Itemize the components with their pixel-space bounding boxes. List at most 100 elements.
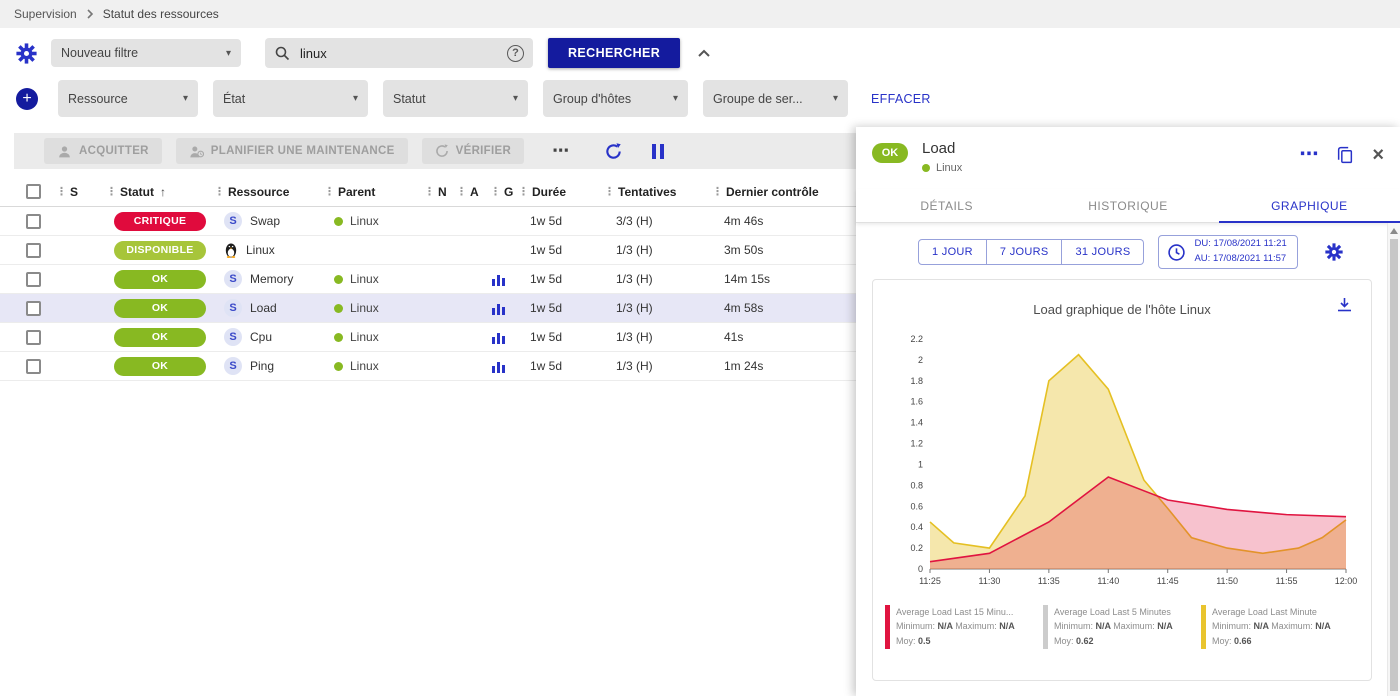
row-checkbox[interactable] — [26, 330, 41, 345]
status-cell: CRITIQUE — [106, 207, 214, 235]
criteria-status-select[interactable]: Statut ▾ — [383, 80, 528, 117]
detail-more-icon[interactable]: ⋯ — [1299, 150, 1318, 160]
service-icon: S — [224, 212, 242, 230]
column-header-s[interactable]: ⋮S — [56, 185, 106, 199]
legend-item[interactable]: Average Load Last MinuteMinimum: N/A Max… — [1201, 605, 1359, 649]
more-actions-icon[interactable]: ⋯ — [544, 141, 577, 161]
search-button[interactable]: RECHERCHER — [548, 38, 680, 68]
panel-scrollbar[interactable] — [1387, 223, 1400, 696]
table-row[interactable]: OKSLoadLinux1w 5d1/3 (H)4m 58s — [0, 294, 856, 323]
select-all-checkbox[interactable] — [26, 184, 41, 199]
column-header-dernier-contr-le[interactable]: ⋮Dernier contrôle — [712, 185, 856, 199]
resource-list-panel: ACQUITTER PLANIFIER UNE MAINTENANCE VÉRI… — [0, 127, 856, 696]
notes-cell — [424, 352, 456, 380]
load-chart[interactable]: 00.20.40.60.811.21.41.61.822.211:2511:30… — [884, 329, 1360, 601]
status-badge: DISPONIBLE — [114, 241, 206, 260]
column-menu-icon[interactable]: ⋮ — [604, 185, 615, 198]
clear-filters-button[interactable]: EFFACER — [871, 92, 931, 106]
column-header-statut[interactable]: ⋮Statut↑ — [106, 185, 214, 199]
range-7days-button[interactable]: 7 JOURS — [987, 239, 1063, 265]
duration-cell: 1w 5d — [518, 236, 604, 264]
table-row[interactable]: CRITIQUESSwapLinux1w 5d3/3 (H)4m 46s — [0, 207, 856, 236]
range-31days-button[interactable]: 31 JOURS — [1062, 239, 1144, 265]
table-row[interactable]: OKSMemoryLinux1w 5d1/3 (H)14m 15s — [0, 265, 856, 294]
row-checkbox[interactable] — [26, 359, 41, 374]
saved-filter-value: Nouveau filtre — [61, 46, 138, 60]
legend-item[interactable]: Average Load Last 5 MinutesMinimum: N/A … — [1043, 605, 1201, 649]
help-icon[interactable]: ? — [507, 45, 524, 62]
column-menu-icon[interactable]: ⋮ — [324, 185, 335, 198]
parent-status-dot-icon — [334, 217, 343, 226]
column-header-a[interactable]: ⋮A — [456, 185, 490, 199]
column-header-g[interactable]: ⋮G — [490, 185, 518, 199]
severity-cell — [56, 236, 106, 264]
acknowledge-button[interactable]: ACQUITTER — [44, 138, 162, 164]
row-checkbox[interactable] — [26, 301, 41, 316]
column-menu-icon[interactable]: ⋮ — [456, 185, 467, 198]
breadcrumb-chevron-icon — [86, 9, 94, 19]
column-menu-icon[interactable]: ⋮ — [490, 185, 501, 198]
pause-icon[interactable] — [652, 144, 664, 159]
graph-icon[interactable] — [492, 302, 505, 315]
scrollbar-thumb[interactable] — [1390, 239, 1398, 691]
search-input[interactable] — [298, 45, 507, 62]
svg-text:1.2: 1.2 — [910, 439, 923, 449]
search-box[interactable]: ? — [265, 38, 533, 68]
scroll-up-icon[interactable] — [1390, 228, 1398, 234]
filter-settings-gear-icon[interactable] — [16, 43, 37, 64]
close-panel-icon[interactable]: × — [1372, 147, 1384, 163]
download-icon[interactable] — [1336, 296, 1353, 313]
legend-item[interactable]: Average Load Last 15 Minu...Minimum: N/A… — [885, 605, 1043, 649]
graph-settings-gear-icon[interactable] — [1325, 243, 1343, 261]
criteria-hostgroup-select[interactable]: Group d'hôtes ▾ — [543, 80, 688, 117]
resource-name: Cpu — [250, 330, 272, 344]
column-header-n[interactable]: ⋮N — [424, 185, 456, 199]
copy-link-icon[interactable] — [1337, 146, 1353, 164]
sort-asc-icon[interactable]: ↑ — [160, 185, 166, 199]
graph-icon[interactable] — [492, 331, 505, 344]
parent-cell: Linux — [324, 265, 424, 293]
custom-period-box[interactable]: DU: 17/08/2021 11:21 AU: 17/08/2021 11:5… — [1158, 235, 1297, 269]
tab-details[interactable]: DÉTAILS — [856, 189, 1037, 222]
column-menu-icon[interactable]: ⋮ — [518, 185, 529, 198]
column-header-dur-e[interactable]: ⋮Durée — [518, 185, 604, 199]
breadcrumb-supervision[interactable]: Supervision — [14, 7, 77, 21]
column-menu-icon[interactable]: ⋮ — [56, 185, 67, 198]
table-row[interactable]: OKSCpuLinux1w 5d1/3 (H)41s — [0, 323, 856, 352]
check-button[interactable]: VÉRIFIER — [422, 138, 524, 164]
table-row[interactable]: OKSPingLinux1w 5d1/3 (H)1m 24s — [0, 352, 856, 381]
range-1day-button[interactable]: 1 JOUR — [918, 239, 987, 265]
tab-graphique[interactable]: GRAPHIQUE — [1219, 189, 1400, 222]
column-header-parent[interactable]: ⋮Parent — [324, 185, 424, 199]
resource-cell: SMemory — [214, 265, 324, 293]
last-check-cell: 1m 24s — [712, 352, 856, 380]
collapse-filters-icon[interactable] — [697, 49, 711, 58]
detail-title: Load — [922, 140, 962, 157]
column-menu-icon[interactable]: ⋮ — [424, 185, 435, 198]
legend-series-name: Average Load Last 15 Minu... — [896, 605, 1015, 619]
column-menu-icon[interactable]: ⋮ — [214, 185, 225, 198]
tries-cell: 1/3 (H) — [604, 236, 712, 264]
graph-icon[interactable] — [492, 360, 505, 373]
graph-icon[interactable] — [492, 273, 505, 286]
column-label: N — [438, 185, 447, 199]
row-checkbox[interactable] — [26, 214, 41, 229]
svg-text:11:55: 11:55 — [1276, 576, 1298, 586]
criteria-state-select[interactable]: État ▾ — [213, 80, 368, 117]
row-checkbox-cell — [0, 207, 56, 235]
row-checkbox[interactable] — [26, 272, 41, 287]
add-criteria-button[interactable]: + — [16, 88, 38, 110]
column-header-ressource[interactable]: ⋮Ressource — [214, 185, 324, 199]
table-row[interactable]: DISPONIBLELinux1w 5d1/3 (H)3m 50s — [0, 236, 856, 265]
column-header-tentatives[interactable]: ⋮Tentatives — [604, 185, 712, 199]
saved-filter-select[interactable]: Nouveau filtre ▾ — [51, 39, 241, 67]
graph-cell — [490, 294, 518, 322]
refresh-icon[interactable] — [605, 143, 622, 160]
tab-historique[interactable]: HISTORIQUE — [1037, 189, 1218, 222]
maintenance-button[interactable]: PLANIFIER UNE MAINTENANCE — [176, 138, 408, 164]
criteria-servicegroup-select[interactable]: Groupe de ser... ▾ — [703, 80, 848, 117]
column-menu-icon[interactable]: ⋮ — [106, 185, 117, 198]
criteria-resource-select[interactable]: Ressource ▾ — [58, 80, 198, 117]
column-menu-icon[interactable]: ⋮ — [712, 185, 723, 198]
row-checkbox[interactable] — [26, 243, 41, 258]
